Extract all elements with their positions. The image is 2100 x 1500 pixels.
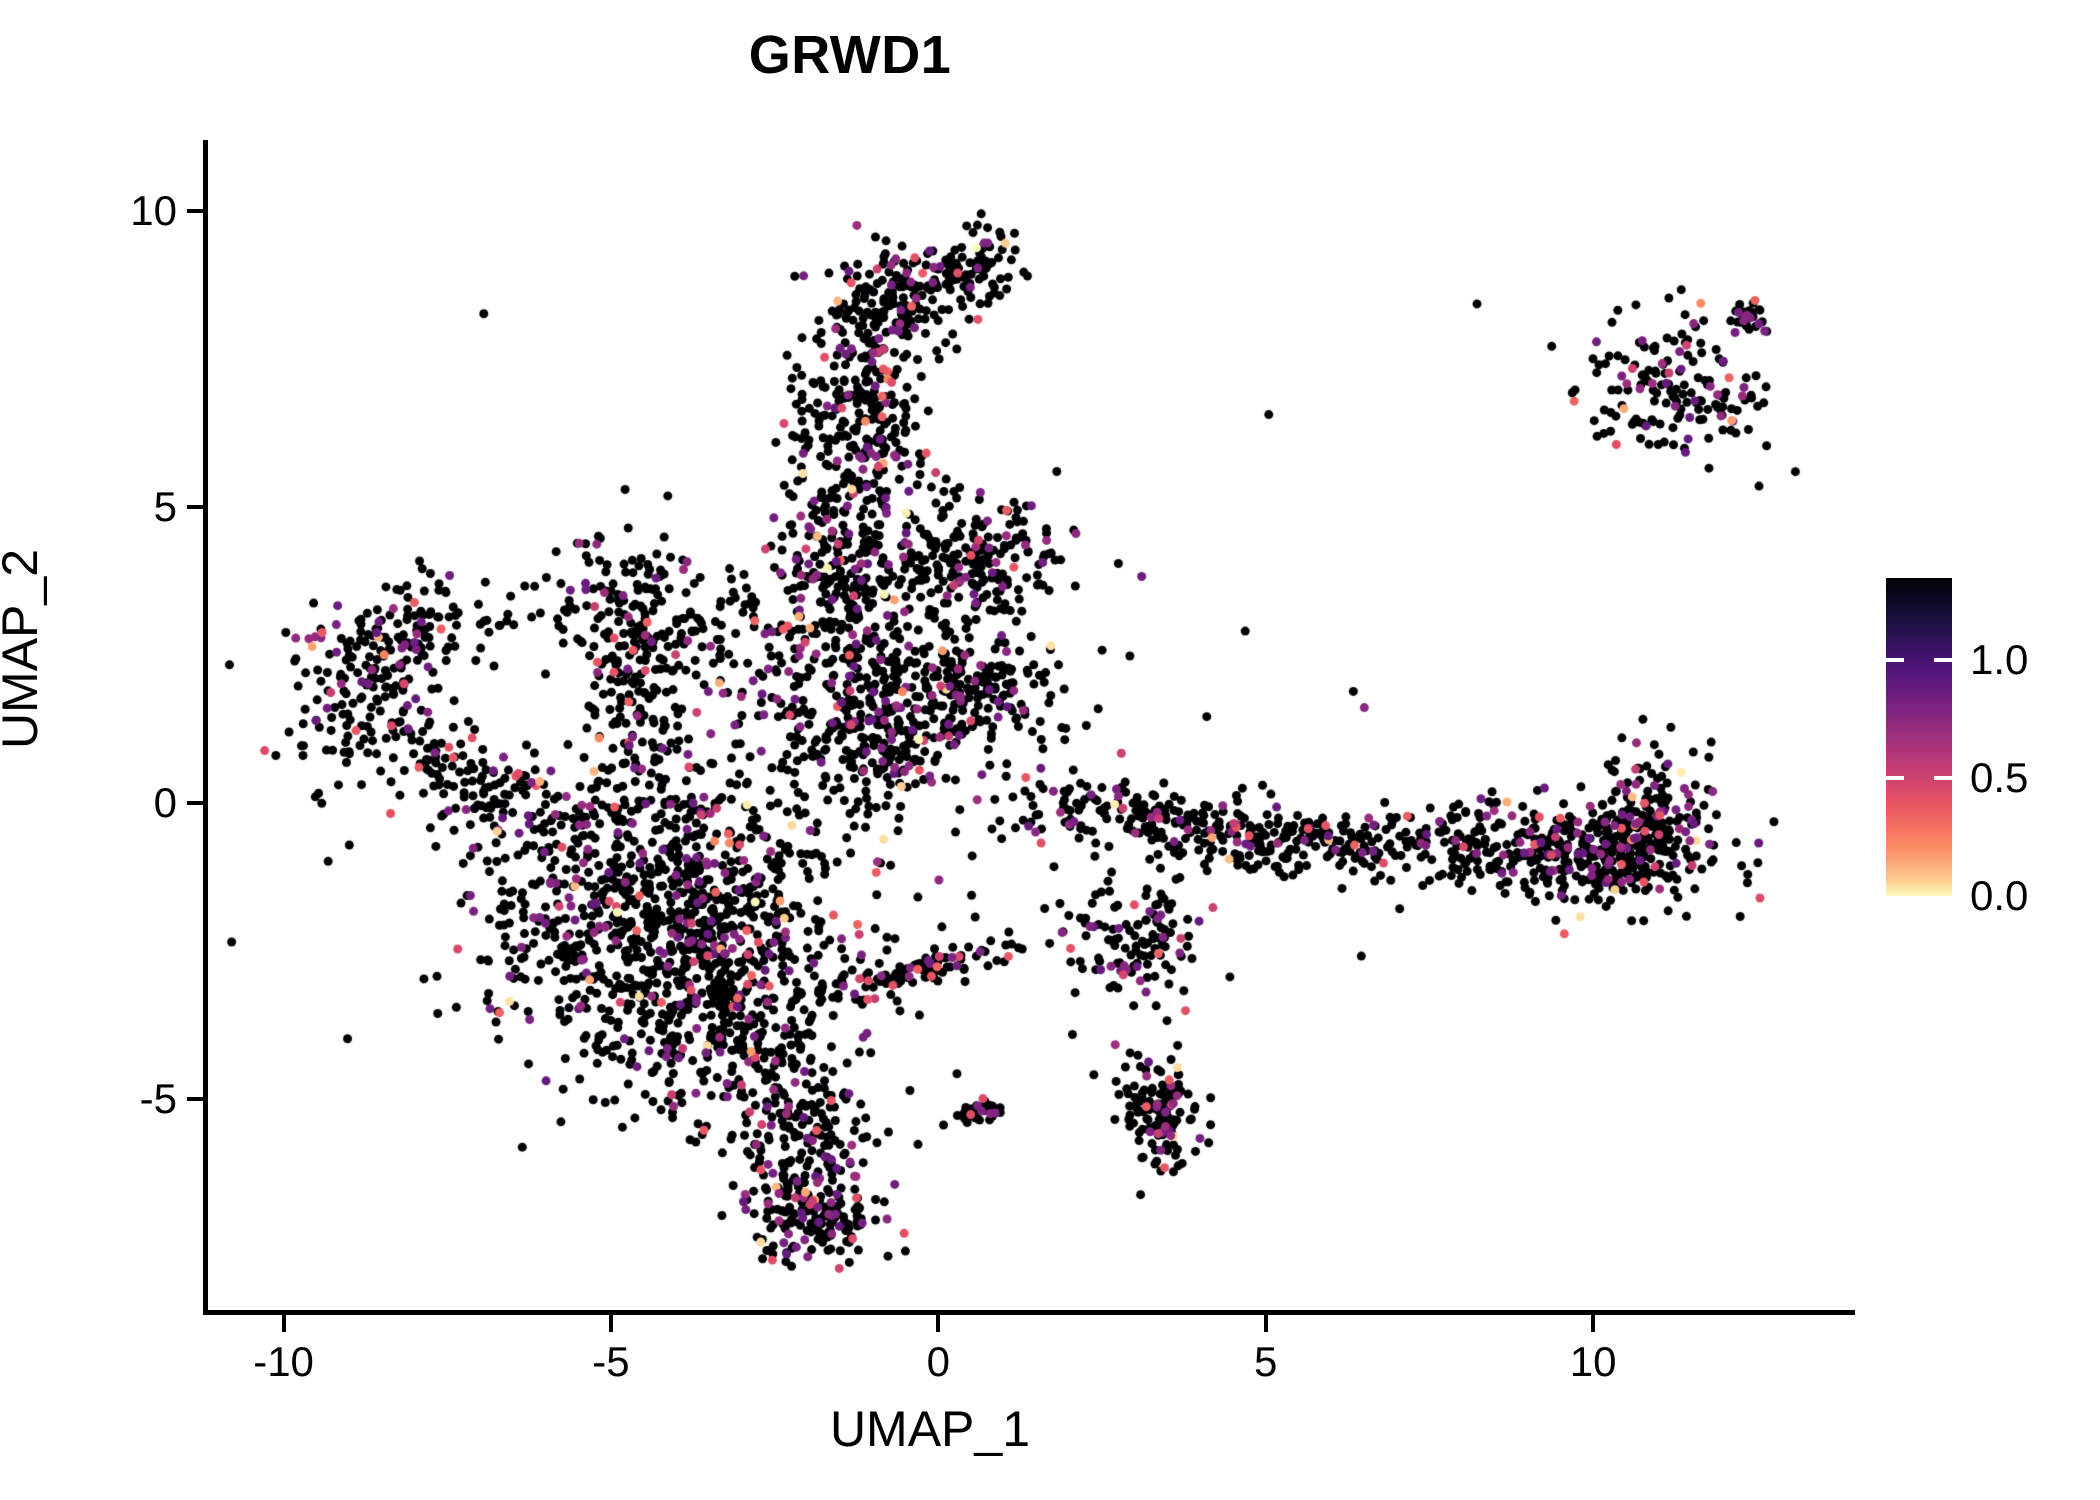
x-tick-label: 5 <box>1254 1338 1278 1385</box>
y-tick-mark <box>187 800 203 805</box>
y-tick-mark <box>187 1096 203 1101</box>
colorbar-legend <box>1886 578 1952 896</box>
x-tick-label: 10 <box>1569 1338 1617 1385</box>
colorbar-tick-mark <box>1934 658 1952 663</box>
colorbar-gradient <box>1886 578 1952 896</box>
y-axis-label: UMAP_2 <box>0 548 48 750</box>
y-tick-mark <box>187 504 203 509</box>
x-tick-mark <box>936 1315 941 1332</box>
x-axis-line <box>203 1310 1855 1315</box>
colorbar-tick-mark <box>1886 658 1904 663</box>
x-tick-mark <box>1591 1315 1596 1332</box>
page-title: GRWD1 <box>748 25 952 85</box>
x-tick-mark <box>1263 1315 1268 1332</box>
y-tick-label: 5 <box>153 482 177 530</box>
x-tick-label: -5 <box>592 1338 630 1385</box>
scatter-plot-canvas <box>205 140 1855 1312</box>
colorbar-tick-mark <box>1886 776 1904 781</box>
plot-panel <box>205 140 1855 1312</box>
colorbar-tick-label: 0.0 <box>1970 872 2029 919</box>
y-tick-label: -5 <box>139 1074 177 1122</box>
x-tick-mark <box>281 1315 286 1332</box>
colorbar-tick-label: 0.5 <box>1970 754 2029 802</box>
x-tick-label: 0 <box>926 1338 950 1385</box>
colorbar-tick-label: 1.0 <box>1970 636 2029 684</box>
y-axis-line <box>203 140 208 1312</box>
x-axis-label: UMAP_1 <box>829 1401 1031 1457</box>
y-tick-mark <box>187 209 203 214</box>
y-tick-label: 0 <box>153 778 177 826</box>
x-tick-label: -10 <box>253 1338 314 1385</box>
x-tick-mark <box>608 1315 613 1332</box>
colorbar-tick-mark <box>1934 776 1952 781</box>
y-tick-label: 10 <box>130 187 177 235</box>
